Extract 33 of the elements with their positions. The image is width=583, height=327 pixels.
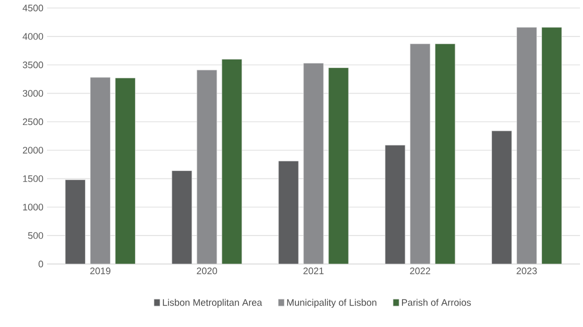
x-tick-label: 2022 — [410, 268, 430, 274]
x-tick-label: 2020 — [196, 268, 218, 274]
bar — [303, 62, 324, 264]
bar — [410, 44, 430, 264]
y-tick-label: 4500 — [22, 4, 44, 12]
y-tick-label: 2000 — [22, 146, 44, 154]
y-tick-label: 1000 — [23, 204, 44, 210]
x-tick-label: 2019 — [90, 268, 110, 274]
bar — [196, 70, 218, 264]
y-tick-label: 500 — [28, 232, 44, 239]
bar — [384, 144, 406, 264]
y-tick-label: 0 — [38, 260, 44, 268]
legend-label: Municipality of Lisbon — [287, 298, 376, 308]
bar — [328, 68, 349, 264]
x-tick-label: 2021 — [303, 268, 324, 274]
bar — [278, 160, 299, 264]
legend-label: Parish of Arroios — [402, 298, 471, 306]
y-tick-label: 2500 — [22, 118, 44, 126]
y-tick-label: 4000 — [22, 33, 44, 40]
bar — [492, 130, 512, 264]
bar — [115, 78, 136, 264]
bar — [434, 44, 456, 264]
bar — [222, 59, 242, 264]
x-tick-label: 2023 — [516, 268, 537, 274]
y-tick-label: 3500 — [22, 62, 44, 68]
y-tick-label: 1500 — [23, 175, 44, 182]
bar — [542, 27, 562, 264]
bar — [90, 77, 110, 264]
legend-label: Lisbon Metroplitan Area — [162, 298, 262, 308]
bar — [516, 27, 537, 264]
bar — [172, 170, 192, 264]
y-tick-label: 3000 — [22, 90, 44, 97]
bar — [65, 180, 86, 264]
